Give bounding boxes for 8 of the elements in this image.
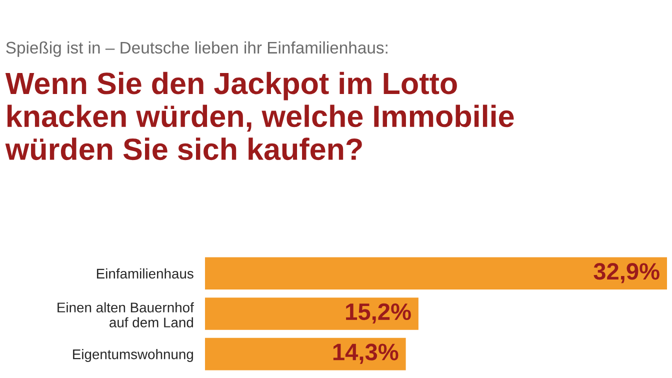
data-label: 14,3%	[333, 344, 398, 364]
y-tick-label: Eigentumswohnung	[73, 349, 193, 362]
y-tick-label: Einen alten Bauernhof auf dem Land	[58, 302, 194, 328]
data-label: 32,9%	[594, 263, 660, 284]
chart-subtitle: Spießig ist in – Deutsche lieben ihr Einfamilienhaus:	[6, 41, 388, 57]
chart-title: Wenn Sie den Jackpot im Lotto knacken würden, welche Immobilie würden Sie sich kaufen?	[5, 72, 514, 160]
data-label: 15,2%	[346, 303, 411, 324]
y-tick-label: Einfamilienhaus	[96, 268, 194, 279]
